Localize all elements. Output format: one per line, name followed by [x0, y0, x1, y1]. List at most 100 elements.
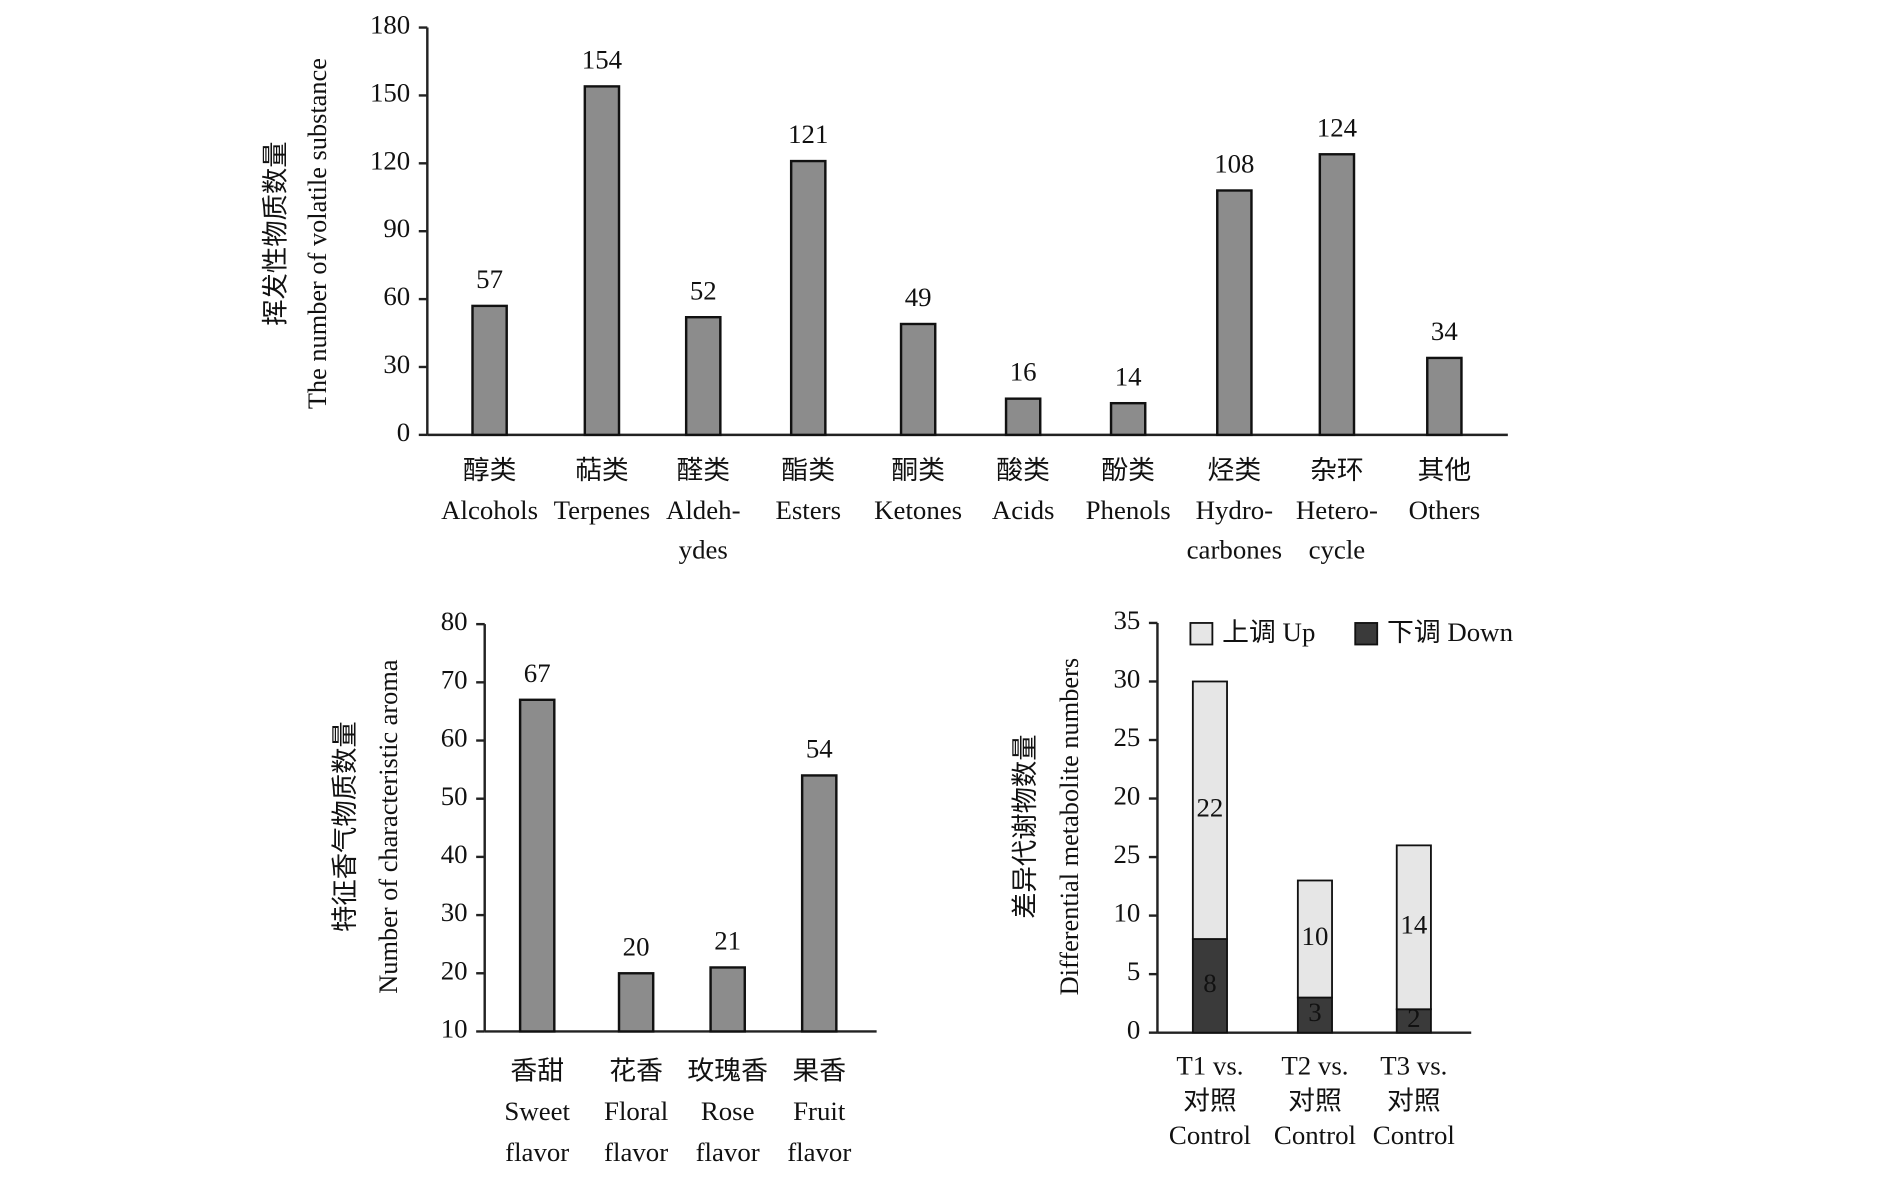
- y-axis-label: 特征香气物质数量: [330, 721, 360, 932]
- data-label: 124: [1317, 113, 1357, 143]
- x-tick-label: Hetero-: [1296, 495, 1378, 525]
- x-tick-label: 对照: [1183, 1086, 1237, 1116]
- y-tick-label: 25: [1114, 722, 1141, 752]
- bar-segment: [1395, 844, 1432, 1011]
- x-tick-label: Fruit: [793, 1096, 846, 1126]
- y-tick-label: 120: [370, 146, 410, 176]
- bar-segment: [1296, 879, 1333, 999]
- y-tick-label: 30: [441, 897, 468, 927]
- x-tick-label: 杂环: [1310, 455, 1364, 485]
- x-tick-label: Rose: [701, 1096, 755, 1126]
- y-axis-label: 差异代谢物数量: [1010, 734, 1040, 918]
- x-tick-label: flavor: [604, 1137, 668, 1167]
- x-tick-label: Control: [1274, 1120, 1356, 1150]
- data-label: 52: [690, 276, 717, 306]
- x-tick-label: 对照: [1288, 1086, 1342, 1116]
- x-tick-label: Floral: [604, 1096, 668, 1126]
- x-tick-label: T2 vs.: [1281, 1051, 1348, 1081]
- x-tick-label: 对照: [1387, 1086, 1441, 1116]
- x-tick-label: 萜类: [575, 455, 629, 485]
- bar: [617, 972, 655, 1033]
- legend-swatch: [1354, 622, 1379, 646]
- x-tick-label: Phenols: [1086, 495, 1171, 525]
- x-tick-label: Terpenes: [554, 495, 651, 525]
- bar: [471, 304, 508, 437]
- x-tick-label: 香甜: [510, 1056, 564, 1086]
- data-label: 121: [788, 119, 828, 149]
- data-label: 14: [1115, 362, 1142, 392]
- y-axis-label: Differential metabolite numbers: [1054, 658, 1084, 995]
- y-tick-label: 30: [383, 349, 410, 379]
- y-tick-label: 0: [397, 417, 410, 447]
- x-tick-label: cycle: [1309, 535, 1366, 565]
- bar: [518, 698, 556, 1033]
- y-tick-label: 10: [1114, 898, 1141, 928]
- x-tick-label: carbones: [1187, 535, 1282, 565]
- data-label: 20: [623, 932, 650, 962]
- x-tick-label: Aldeh-: [666, 495, 741, 525]
- data-label: 2: [1407, 1003, 1420, 1033]
- bar: [684, 316, 722, 437]
- x-tick-label: 醇类: [463, 455, 517, 485]
- x-tick-label: 其他: [1418, 455, 1472, 485]
- x-tick-label: Acids: [992, 495, 1055, 525]
- y-tick-label: 0: [1127, 1015, 1140, 1045]
- x-tick-label: 醛类: [676, 455, 730, 485]
- y-tick-label: 60: [383, 281, 410, 311]
- y-tick-label: 20: [441, 956, 468, 986]
- bar: [899, 322, 937, 437]
- x-tick-label: Esters: [775, 495, 841, 525]
- data-label: 154: [582, 45, 622, 75]
- y-tick-label: 35: [1114, 605, 1141, 635]
- x-tick-label: Alcohols: [441, 495, 538, 525]
- y-tick-label: 10: [441, 1014, 468, 1044]
- data-label: 57: [476, 264, 503, 294]
- data-label: 54: [806, 734, 833, 764]
- y-tick-label: 25: [1114, 839, 1141, 869]
- x-tick-label: 酮类: [891, 455, 945, 485]
- bar: [789, 159, 827, 437]
- x-tick-label: Control: [1373, 1120, 1455, 1150]
- x-tick-label: 烃类: [1208, 455, 1262, 485]
- data-label: 22: [1197, 793, 1224, 823]
- bar: [1318, 153, 1356, 437]
- data-label: 108: [1214, 149, 1254, 179]
- data-label: 21: [714, 926, 741, 956]
- y-tick-label: 5: [1127, 956, 1140, 986]
- bar: [1426, 356, 1463, 437]
- y-tick-label: 40: [441, 839, 468, 869]
- x-tick-label: ydes: [679, 535, 728, 565]
- x-tick-label: Others: [1409, 495, 1481, 525]
- legend-label: 下调 Down: [1387, 617, 1513, 647]
- bar: [709, 966, 746, 1033]
- y-tick-label: 90: [383, 213, 410, 243]
- y-tick-label: 50: [441, 781, 468, 811]
- data-label: 3: [1308, 997, 1321, 1027]
- data-label: 67: [524, 658, 551, 688]
- bar: [1216, 189, 1253, 437]
- y-tick-label: 180: [370, 10, 410, 40]
- y-tick-label: 30: [1114, 664, 1141, 694]
- bar-segment: [1191, 680, 1228, 940]
- x-tick-label: Hydro-: [1196, 495, 1274, 525]
- bar: [1004, 397, 1042, 437]
- x-tick-label: Ketones: [874, 495, 962, 525]
- x-tick-label: flavor: [696, 1137, 760, 1167]
- legend-swatch: [1189, 622, 1214, 646]
- x-tick-label: Control: [1169, 1120, 1251, 1150]
- bar-segment: [1191, 938, 1228, 1034]
- x-tick-label: 酚类: [1101, 455, 1155, 485]
- bar: [1109, 401, 1147, 437]
- x-tick-label: Sweet: [504, 1096, 570, 1126]
- bar: [800, 774, 838, 1033]
- x-tick-label: 酸类: [996, 455, 1050, 485]
- y-axis-label: Number of characteristic aroma: [373, 659, 403, 993]
- y-tick-label: 150: [370, 78, 410, 108]
- x-tick-label: 花香: [609, 1056, 663, 1086]
- x-tick-label: 酯类: [781, 455, 835, 485]
- x-tick-label: flavor: [787, 1137, 851, 1167]
- x-tick-label: flavor: [505, 1137, 569, 1167]
- data-label: 14: [1400, 910, 1427, 940]
- data-label: 49: [905, 282, 932, 312]
